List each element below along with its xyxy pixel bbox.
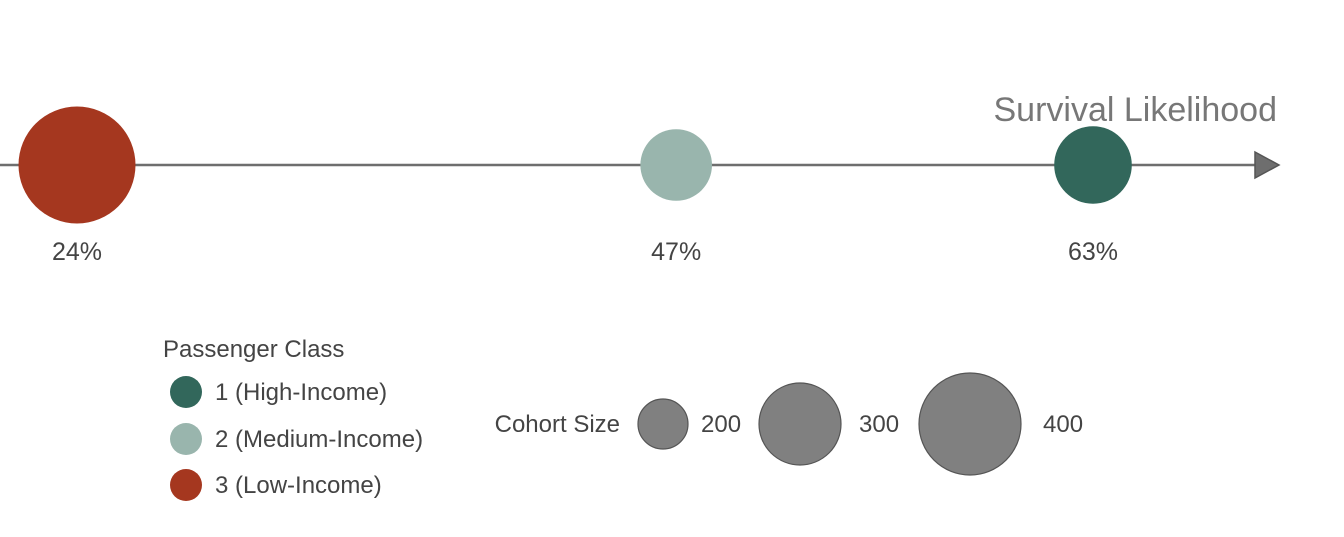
bubble-class-2 [640,129,712,201]
x-axis-arrowhead [1254,150,1281,180]
size-legend-circle-200 [637,398,689,450]
value-label-class-3: 24% [52,238,102,266]
size-legend-circle-400 [918,372,1022,476]
cohort-size-legend-title: Cohort Size [495,411,620,438]
bubble-class-1 [1054,126,1132,204]
size-legend-label-400: 400 [1043,411,1083,438]
passenger-class-legend-title: Passenger Class [163,336,344,363]
x-axis-title: Survival Likelihood [994,91,1278,129]
legend-swatch-2 [170,423,202,455]
legend-swatch-3 [170,469,202,501]
value-labels: 24% 47% 63% [52,238,1118,266]
size-legend-label-300: 300 [859,411,899,438]
passenger-class-legend: Passenger Class 1 (High-Income) 2 (Medium… [163,336,423,501]
x-axis: Survival Likelihood [0,91,1281,180]
value-label-class-1: 63% [1068,238,1118,266]
bubble-series [18,106,1132,224]
size-legend-label-200: 200 [701,411,741,438]
bubble-class-3 [18,106,136,224]
legend-label-3: 3 (Low-Income) [215,472,382,499]
value-label-class-2: 47% [651,238,701,266]
size-legend-circle-300 [758,382,842,466]
legend-swatch-1 [170,376,202,408]
legend-label-1: 1 (High-Income) [215,379,387,406]
legend-label-2: 2 (Medium-Income) [215,426,423,453]
cohort-size-legend: Cohort Size 200 300 400 [495,372,1083,476]
